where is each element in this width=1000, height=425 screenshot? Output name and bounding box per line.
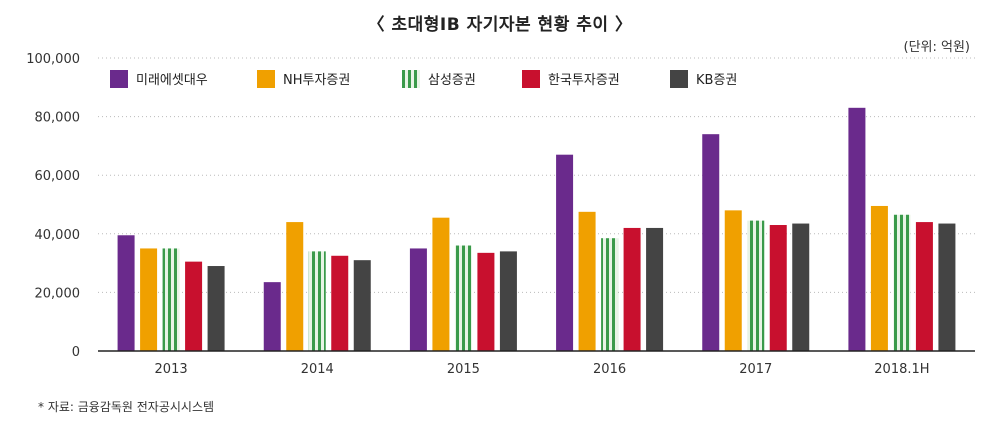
bar bbox=[578, 211, 596, 351]
bar bbox=[702, 134, 720, 351]
bar bbox=[185, 261, 203, 351]
legend-label: KB증권 bbox=[696, 73, 737, 88]
x-tick-label: 2017 bbox=[739, 362, 772, 377]
bar bbox=[646, 227, 664, 351]
y-tick-label: 20,000 bbox=[35, 286, 81, 301]
bar bbox=[893, 214, 911, 351]
bar bbox=[499, 251, 517, 351]
bar bbox=[454, 245, 472, 351]
y-axis: 0 20,000 40,000 60,000 80,000 100,000 bbox=[26, 52, 80, 360]
bar bbox=[117, 235, 135, 351]
y-tick-label: 80,000 bbox=[35, 111, 81, 126]
legend-swatch bbox=[110, 70, 128, 88]
bar bbox=[353, 260, 371, 351]
bar bbox=[724, 210, 742, 351]
legend-label: 삼성증권 bbox=[428, 73, 476, 88]
x-tick-label: 2018.1H bbox=[874, 362, 929, 377]
bar bbox=[331, 255, 349, 351]
bar bbox=[792, 223, 810, 351]
bar bbox=[848, 107, 866, 351]
legend-label: 한국투자증권 bbox=[548, 73, 620, 88]
bar bbox=[286, 222, 304, 351]
y-tick-label: 100,000 bbox=[26, 52, 80, 67]
legend-label: NH투자증권 bbox=[283, 73, 350, 88]
bar bbox=[556, 154, 574, 351]
grid-lines bbox=[98, 57, 975, 293]
legend-swatch bbox=[402, 70, 420, 88]
chart-title: 〈 초대형IB 자기자본 현황 추이 〉 bbox=[367, 15, 633, 35]
bar bbox=[870, 205, 888, 351]
legend-swatch bbox=[257, 70, 275, 88]
bar bbox=[915, 222, 933, 351]
x-tick-label: 2016 bbox=[593, 362, 626, 377]
bar bbox=[769, 225, 787, 351]
y-tick-label: 40,000 bbox=[35, 228, 81, 243]
bars bbox=[117, 107, 956, 351]
x-tick-label: 2013 bbox=[155, 362, 188, 377]
bar bbox=[477, 252, 495, 351]
legend-swatch bbox=[670, 70, 688, 88]
bar bbox=[938, 223, 956, 351]
x-axis: 2013 2014 2015 2016 2017 2018.1H bbox=[98, 350, 975, 377]
bar bbox=[601, 238, 619, 351]
bar bbox=[432, 217, 450, 351]
bar bbox=[162, 248, 180, 351]
bar bbox=[263, 282, 281, 351]
bar bbox=[623, 227, 641, 351]
y-tick-label: 0 bbox=[72, 345, 80, 360]
bar bbox=[747, 220, 765, 351]
bar bbox=[308, 251, 326, 351]
y-tick-label: 60,000 bbox=[35, 169, 81, 184]
legend: 미래에셋대우 NH투자증권 삼성증권 한국투자증권 KB증권 bbox=[110, 70, 737, 88]
bar bbox=[207, 266, 225, 351]
legend-label: 미래에셋대우 bbox=[136, 73, 208, 88]
unit-label: (단위: 억원) bbox=[903, 40, 971, 55]
bar bbox=[140, 248, 158, 351]
bar bbox=[409, 248, 427, 351]
legend-swatch bbox=[522, 70, 540, 88]
x-tick-label: 2014 bbox=[301, 362, 334, 377]
source-note: * 자료: 금융감독원 전자공시시스템 bbox=[38, 400, 215, 414]
x-tick-label: 2015 bbox=[447, 362, 480, 377]
